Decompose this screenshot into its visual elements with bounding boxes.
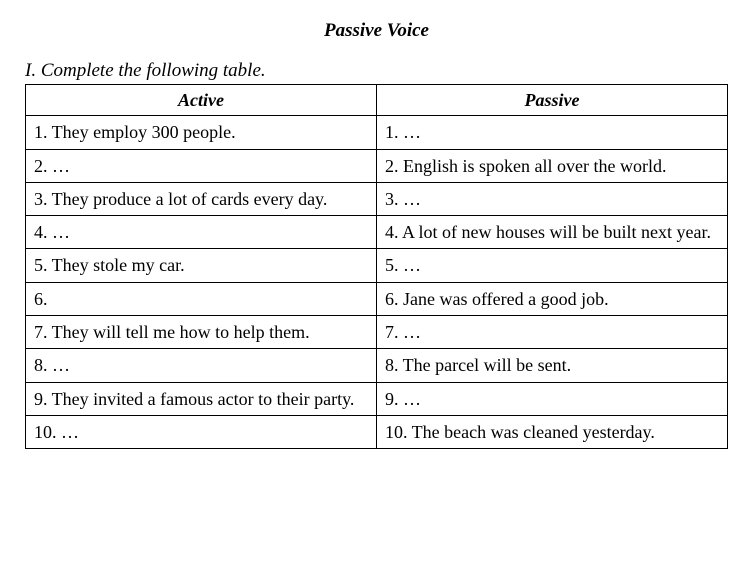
col-header-passive: Passive	[377, 85, 728, 116]
table-row: 4. … 4. A lot of new houses will be buil…	[26, 216, 728, 249]
cell-passive: 9. …	[377, 382, 728, 415]
table-row: 6. 6. Jane was offered a good job.	[26, 282, 728, 315]
cell-passive: 3. …	[377, 182, 728, 215]
cell-passive: 4. A lot of new houses will be built nex…	[377, 216, 728, 249]
col-header-active: Active	[26, 85, 377, 116]
cell-active: 5. They stole my car.	[26, 249, 377, 282]
cell-active: 8. …	[26, 349, 377, 382]
cell-passive: 7. …	[377, 316, 728, 349]
cell-active: 7. They will tell me how to help them.	[26, 316, 377, 349]
cell-active: 10. …	[26, 415, 377, 448]
table-row: 10. … 10. The beach was cleaned yesterda…	[26, 415, 728, 448]
cell-active: 4. …	[26, 216, 377, 249]
cell-active: 6.	[26, 282, 377, 315]
cell-passive: 8. The parcel will be sent.	[377, 349, 728, 382]
table-row: 2. … 2. English is spoken all over the w…	[26, 149, 728, 182]
exercise-table: Active Passive 1. They employ 300 people…	[25, 84, 728, 449]
cell-passive: 2. English is spoken all over the world.	[377, 149, 728, 182]
cell-passive: 10. The beach was cleaned yesterday.	[377, 415, 728, 448]
page-title: Passive Voice	[25, 20, 728, 42]
cell-active: 1. They employ 300 people.	[26, 116, 377, 149]
cell-active: 9. They invited a famous actor to their …	[26, 382, 377, 415]
cell-active: 2. …	[26, 149, 377, 182]
table-row: 8. … 8. The parcel will be sent.	[26, 349, 728, 382]
table-row: 5. They stole my car. 5. …	[26, 249, 728, 282]
table-header-row: Active Passive	[26, 85, 728, 116]
table-row: 7. They will tell me how to help them. 7…	[26, 316, 728, 349]
table-row: 9. They invited a famous actor to their …	[26, 382, 728, 415]
table-row: 1. They employ 300 people. 1. …	[26, 116, 728, 149]
cell-passive: 6. Jane was offered a good job.	[377, 282, 728, 315]
table-row: 3. They produce a lot of cards every day…	[26, 182, 728, 215]
cell-passive: 1. …	[377, 116, 728, 149]
cell-active: 3. They produce a lot of cards every day…	[26, 182, 377, 215]
instruction-text: I. Complete the following table.	[25, 60, 728, 82]
cell-passive: 5. …	[377, 249, 728, 282]
